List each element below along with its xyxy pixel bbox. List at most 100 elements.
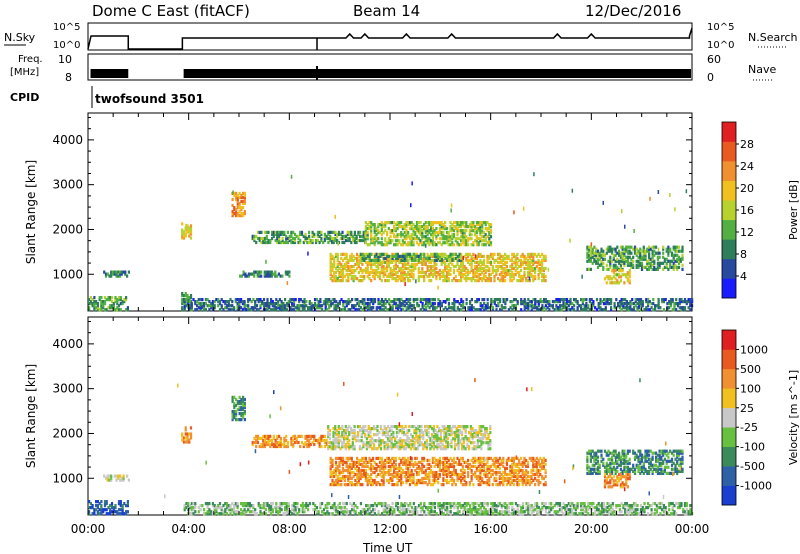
range-cell bbox=[379, 300, 382, 304]
range-cell bbox=[386, 254, 389, 258]
range-cell bbox=[394, 464, 397, 468]
range-cell bbox=[334, 483, 338, 487]
range-cell bbox=[592, 302, 595, 306]
range-cell bbox=[398, 462, 401, 466]
range-cell bbox=[461, 235, 464, 239]
range-cell bbox=[240, 208, 243, 212]
range-cell bbox=[181, 236, 184, 240]
range-cell bbox=[542, 268, 545, 273]
range-cell bbox=[605, 247, 608, 251]
range-cell bbox=[267, 442, 270, 447]
range-cell bbox=[488, 279, 491, 283]
range-cell bbox=[678, 298, 681, 302]
range-cell bbox=[387, 478, 390, 483]
range-cell bbox=[325, 236, 328, 241]
nave-label: Nave bbox=[748, 63, 776, 76]
range-cell bbox=[463, 231, 466, 235]
range-cell bbox=[476, 298, 479, 302]
range-cell bbox=[258, 444, 261, 449]
range-cell bbox=[440, 252, 443, 256]
range-cell bbox=[416, 445, 420, 449]
range-cell bbox=[98, 508, 101, 512]
range-cell bbox=[421, 466, 424, 470]
range-cell bbox=[441, 447, 444, 451]
range-cell bbox=[347, 474, 350, 479]
range-cell bbox=[380, 458, 383, 462]
range-cell bbox=[383, 441, 386, 445]
range-cell bbox=[482, 433, 485, 437]
range-cell bbox=[481, 279, 484, 283]
range-cell bbox=[331, 458, 334, 462]
range-cell bbox=[463, 239, 466, 243]
range-cell bbox=[356, 474, 359, 479]
range-cell bbox=[336, 302, 340, 306]
range-cell bbox=[280, 304, 283, 308]
range-cell bbox=[329, 464, 332, 468]
range-cell bbox=[402, 254, 405, 258]
range-cell bbox=[436, 445, 439, 449]
range-cell bbox=[435, 227, 438, 231]
range-cell bbox=[437, 285, 439, 290]
range-cell bbox=[236, 399, 239, 404]
range-cell bbox=[447, 268, 450, 273]
range-cell bbox=[680, 306, 683, 310]
range-cell bbox=[247, 298, 250, 302]
range-cell bbox=[391, 268, 394, 273]
range-cell bbox=[277, 302, 280, 306]
range-cell bbox=[116, 306, 119, 310]
range-cell bbox=[526, 264, 530, 269]
range-cell bbox=[299, 230, 302, 234]
range-cell bbox=[456, 241, 459, 245]
range-cell bbox=[468, 233, 471, 237]
range-cell bbox=[317, 304, 320, 308]
range-cell bbox=[377, 306, 380, 310]
range-cell bbox=[287, 304, 290, 308]
range-cell bbox=[442, 308, 445, 312]
range-cell bbox=[669, 300, 673, 304]
range-cell bbox=[479, 252, 482, 256]
range-cell bbox=[341, 456, 345, 460]
range-cell bbox=[308, 236, 311, 241]
range-cell bbox=[344, 437, 347, 441]
range-cell bbox=[321, 308, 324, 312]
range-cell bbox=[525, 306, 528, 310]
range-cell bbox=[424, 231, 427, 235]
range-cell bbox=[341, 466, 345, 470]
range-cell bbox=[337, 445, 340, 449]
range-cell bbox=[333, 262, 336, 266]
range-cell bbox=[185, 223, 187, 228]
range-cell bbox=[460, 258, 463, 262]
range-cell bbox=[647, 304, 650, 308]
range-cell bbox=[233, 191, 236, 195]
range-cell bbox=[468, 277, 471, 281]
date-label: 12/Dec/2016 bbox=[585, 2, 681, 20]
range-cell bbox=[609, 265, 612, 269]
range-cell bbox=[297, 440, 300, 445]
range-cell bbox=[466, 439, 469, 443]
range-cell bbox=[282, 308, 285, 312]
range-cell bbox=[236, 298, 239, 302]
range-cell bbox=[398, 266, 401, 271]
range-cell bbox=[231, 197, 234, 202]
range-cell bbox=[668, 300, 671, 304]
range-cell bbox=[382, 223, 385, 227]
range-cell bbox=[534, 304, 537, 308]
range-cell bbox=[336, 240, 339, 245]
range-cell bbox=[263, 230, 267, 234]
range-cell bbox=[372, 443, 376, 447]
range-cell bbox=[186, 296, 189, 300]
range-cell bbox=[268, 270, 272, 274]
range-cell bbox=[262, 434, 265, 438]
range-cell bbox=[319, 300, 322, 304]
range-cell bbox=[640, 263, 644, 267]
range-cell bbox=[430, 302, 433, 306]
range-cell bbox=[286, 270, 289, 274]
range-cell bbox=[384, 470, 387, 475]
range-cell bbox=[334, 431, 337, 435]
range-cell bbox=[382, 481, 385, 485]
range-cell bbox=[674, 245, 677, 249]
range-cell bbox=[259, 300, 262, 304]
range-cell bbox=[358, 302, 361, 306]
range-cell bbox=[573, 298, 576, 302]
range-cell bbox=[412, 268, 415, 273]
